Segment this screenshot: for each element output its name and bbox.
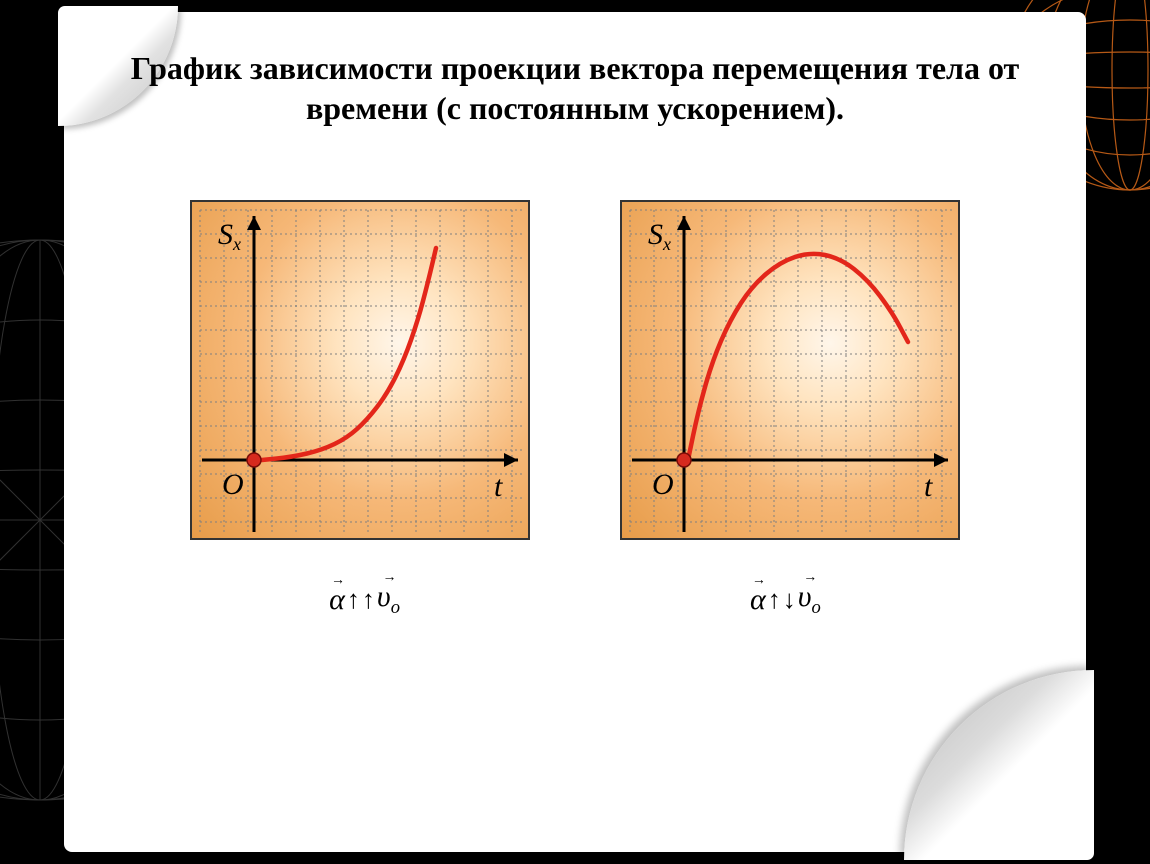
up-arrow-icon: ↑ bbox=[347, 587, 360, 613]
vector-a: → α bbox=[329, 583, 345, 617]
origin-marker bbox=[247, 453, 261, 467]
up-arrow-icon: ↑ bbox=[362, 587, 375, 613]
origin-label: O bbox=[652, 468, 674, 501]
x-axis-label: t bbox=[494, 470, 503, 503]
y-axis-arrow-icon bbox=[247, 216, 261, 230]
formulas-row: → α ↑ ↑ → υo → α ↑ ↓ → υo bbox=[64, 580, 1086, 619]
sub-o: o bbox=[391, 597, 400, 618]
y-axis-label: Sx bbox=[218, 218, 241, 254]
up-arrow-icon: ↑ bbox=[768, 587, 781, 613]
y-axis-label: Sx bbox=[648, 218, 671, 254]
charts-row: O t Sx O t Sx bbox=[64, 200, 1086, 540]
down-arrow-icon: ↓ bbox=[783, 587, 796, 613]
slide-page: График зависимости проекции вектора пере… bbox=[64, 12, 1086, 852]
y-axis-arrow-icon bbox=[677, 216, 691, 230]
vector-arrow-icon: → bbox=[329, 573, 345, 589]
vector-v0: → υo bbox=[798, 580, 821, 619]
chart-left: O t Sx bbox=[190, 200, 530, 540]
chart-right: O t Sx bbox=[620, 200, 960, 540]
vector-arrow-icon: → bbox=[377, 570, 400, 586]
x-axis-arrow-icon bbox=[934, 453, 948, 467]
sub-o: o bbox=[812, 597, 821, 618]
x-axis-label: t bbox=[924, 470, 933, 503]
x-axis-arrow-icon bbox=[504, 453, 518, 467]
grid-left bbox=[200, 210, 524, 534]
origin-marker bbox=[677, 453, 691, 467]
origin-label: O bbox=[222, 468, 244, 501]
curve-left bbox=[262, 248, 436, 460]
formula-right: → α ↑ ↓ → υo bbox=[750, 580, 821, 619]
vector-a: → α bbox=[750, 583, 766, 617]
vector-arrow-icon: → bbox=[750, 573, 766, 589]
formula-left: → α ↑ ↑ → υo bbox=[329, 580, 400, 619]
page-title: График зависимости проекции вектора пере… bbox=[64, 12, 1086, 142]
vector-v0: → υo bbox=[377, 580, 400, 619]
vector-arrow-icon: → bbox=[798, 570, 821, 586]
